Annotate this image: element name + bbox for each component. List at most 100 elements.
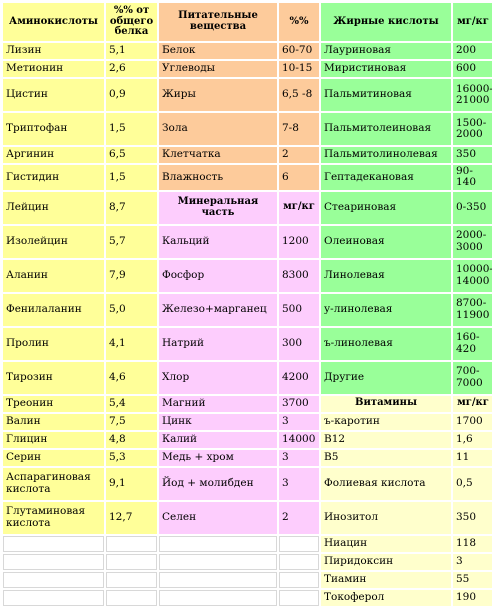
minerals-unit-header: мг/кг (279, 191, 319, 224)
amino-name: Аспарагиновая кислота (3, 467, 104, 500)
mineral-value: 3700 (279, 395, 319, 412)
fatty-value: 8700-11900 (453, 293, 492, 326)
fatty-value: 16000-21000 (453, 79, 492, 111)
empty-cell (279, 553, 319, 570)
mineral-name: Йод + молибден (159, 467, 277, 500)
fatty-name: Пальмитиновая (321, 79, 451, 111)
table-row: Ниацин 118 (3, 535, 492, 552)
amino-name: Треонин (3, 395, 104, 412)
empty-cell (159, 589, 277, 606)
amino-value: 5,1 (106, 43, 157, 59)
nutrients-header: Питательные вещества (159, 3, 277, 41)
table-row: Глицин 4,8 Калий 14000 В12 1,6 (3, 431, 492, 448)
fatty-name: Стеариновая (321, 191, 451, 224)
amino-value: 4,1 (106, 327, 157, 360)
mineral-value: 3 (279, 449, 319, 466)
table-row: Аспарагиновая кислота 9,1 Йод + молибден… (3, 467, 492, 500)
vitamin-name: В12 (321, 431, 451, 448)
vitamin-name: Тиамин (321, 571, 451, 588)
fatty-value: 10000-14000 (453, 259, 492, 292)
mineral-name: Медь + хром (159, 449, 277, 466)
amino-name: Пролин (3, 327, 104, 360)
fatty-value: 200 (453, 43, 492, 59)
empty-cell (279, 571, 319, 588)
table-row: Тирозин 4,6 Хлор 4200 Другие 700-7000 (3, 361, 492, 394)
empty-cell (3, 589, 104, 606)
empty-cell (3, 571, 104, 588)
vitamins-header: Витамины (321, 395, 451, 412)
amino-value: 12,7 (106, 501, 157, 534)
empty-cell (106, 535, 157, 552)
vitamin-name: Токоферол (321, 589, 451, 606)
table-row: Изолейцин 5,7 Кальций 1200 Олеиновая 200… (3, 225, 492, 258)
table-row: Аланин 7,9 Фосфор 8300 Линолевая 10000-1… (3, 259, 492, 292)
mineral-value: 2 (279, 501, 319, 534)
amino-name: Аргинин (3, 147, 104, 163)
amino-value: 5,7 (106, 225, 157, 258)
nutrient-name: Углеводы (159, 61, 277, 77)
vitamin-value: 11 (453, 449, 492, 466)
mineral-name: Натрий (159, 327, 277, 360)
nutrient-name: Жиры (159, 79, 277, 111)
fatty-name: Линолевая (321, 259, 451, 292)
mineral-name: Хлор (159, 361, 277, 394)
mineral-name: Фосфор (159, 259, 277, 292)
nutrient-name: Клетчатка (159, 147, 277, 163)
nutrients-percent-header: %% (279, 3, 319, 41)
nutrient-value: 2 (279, 147, 319, 163)
amino-value: 1,5 (106, 165, 157, 190)
mineral-value: 14000 (279, 431, 319, 448)
vitamins-unit-header: мг/кг (453, 395, 492, 412)
mineral-name: Калий (159, 431, 277, 448)
fatty-name: Другие (321, 361, 451, 394)
empty-cell (159, 553, 277, 570)
empty-cell (3, 535, 104, 552)
amino-value: 5,0 (106, 293, 157, 326)
fatty-value: 700-7000 (453, 361, 492, 394)
fatty-name: ъ-линолевая (321, 327, 451, 360)
fatty-value: 1500-2000 (453, 113, 492, 145)
nutrient-value: 6 (279, 165, 319, 190)
amino-value: 8,7 (106, 191, 157, 224)
nutrient-value: 6,5 -8 (279, 79, 319, 111)
vitamin-name: ъ-каротин (321, 413, 451, 430)
amino-name: Серин (3, 449, 104, 466)
amino-name: Фенилаланин (3, 293, 104, 326)
vitamin-value: 118 (453, 535, 492, 552)
amino-value: 0,9 (106, 79, 157, 111)
amino-acids-header: Аминокислоты (3, 3, 104, 41)
table-row: Лизин 5,1 Белок 60-70 Лауриновая 200 (3, 43, 492, 59)
fatty-name: Гептадекановая (321, 165, 451, 190)
table-row: Триптофан 1,5 Зола 7-8 Пальмитолеиновая … (3, 113, 492, 145)
mineral-value: 300 (279, 327, 319, 360)
vitamin-value: 3 (453, 553, 492, 570)
fatty-acids-header: Жирные кислоты (321, 3, 451, 41)
fatty-value: 350 (453, 147, 492, 163)
amino-name: Лейцин (3, 191, 104, 224)
amino-name: Цистин (3, 79, 104, 111)
vitamin-name: Пиридоксин (321, 553, 451, 570)
table-row: Гистидин 1,5 Влажность 6 Гептадекановая … (3, 165, 492, 190)
empty-cell (279, 589, 319, 606)
vitamin-value: 1700 (453, 413, 492, 430)
amino-name: Триптофан (3, 113, 104, 145)
vitamin-name: Ниацин (321, 535, 451, 552)
amino-value: 9,1 (106, 467, 157, 500)
table-row: Серин 5,3 Медь + хром 3 В5 11 (3, 449, 492, 466)
fatty-name: Пальмитолинолевая (321, 147, 451, 163)
vitamin-name: В5 (321, 449, 451, 466)
mineral-value: 500 (279, 293, 319, 326)
vitamin-name: Фолиевая кислота (321, 467, 451, 500)
amino-value: 7,5 (106, 413, 157, 430)
table-row: Пролин 4,1 Натрий 300 ъ-линолевая 160-42… (3, 327, 492, 360)
fatty-value: 160-420 (453, 327, 492, 360)
table-row: Аргинин 6,5 Клетчатка 2 Пальмитолинолева… (3, 147, 492, 163)
vitamin-value: 190 (453, 589, 492, 606)
nutrient-name: Зола (159, 113, 277, 145)
mineral-name: Железо+марганец (159, 293, 277, 326)
nutrient-value: 10-15 (279, 61, 319, 77)
mineral-value: 1200 (279, 225, 319, 258)
empty-cell (159, 535, 277, 552)
vitamin-value: 350 (453, 501, 492, 534)
